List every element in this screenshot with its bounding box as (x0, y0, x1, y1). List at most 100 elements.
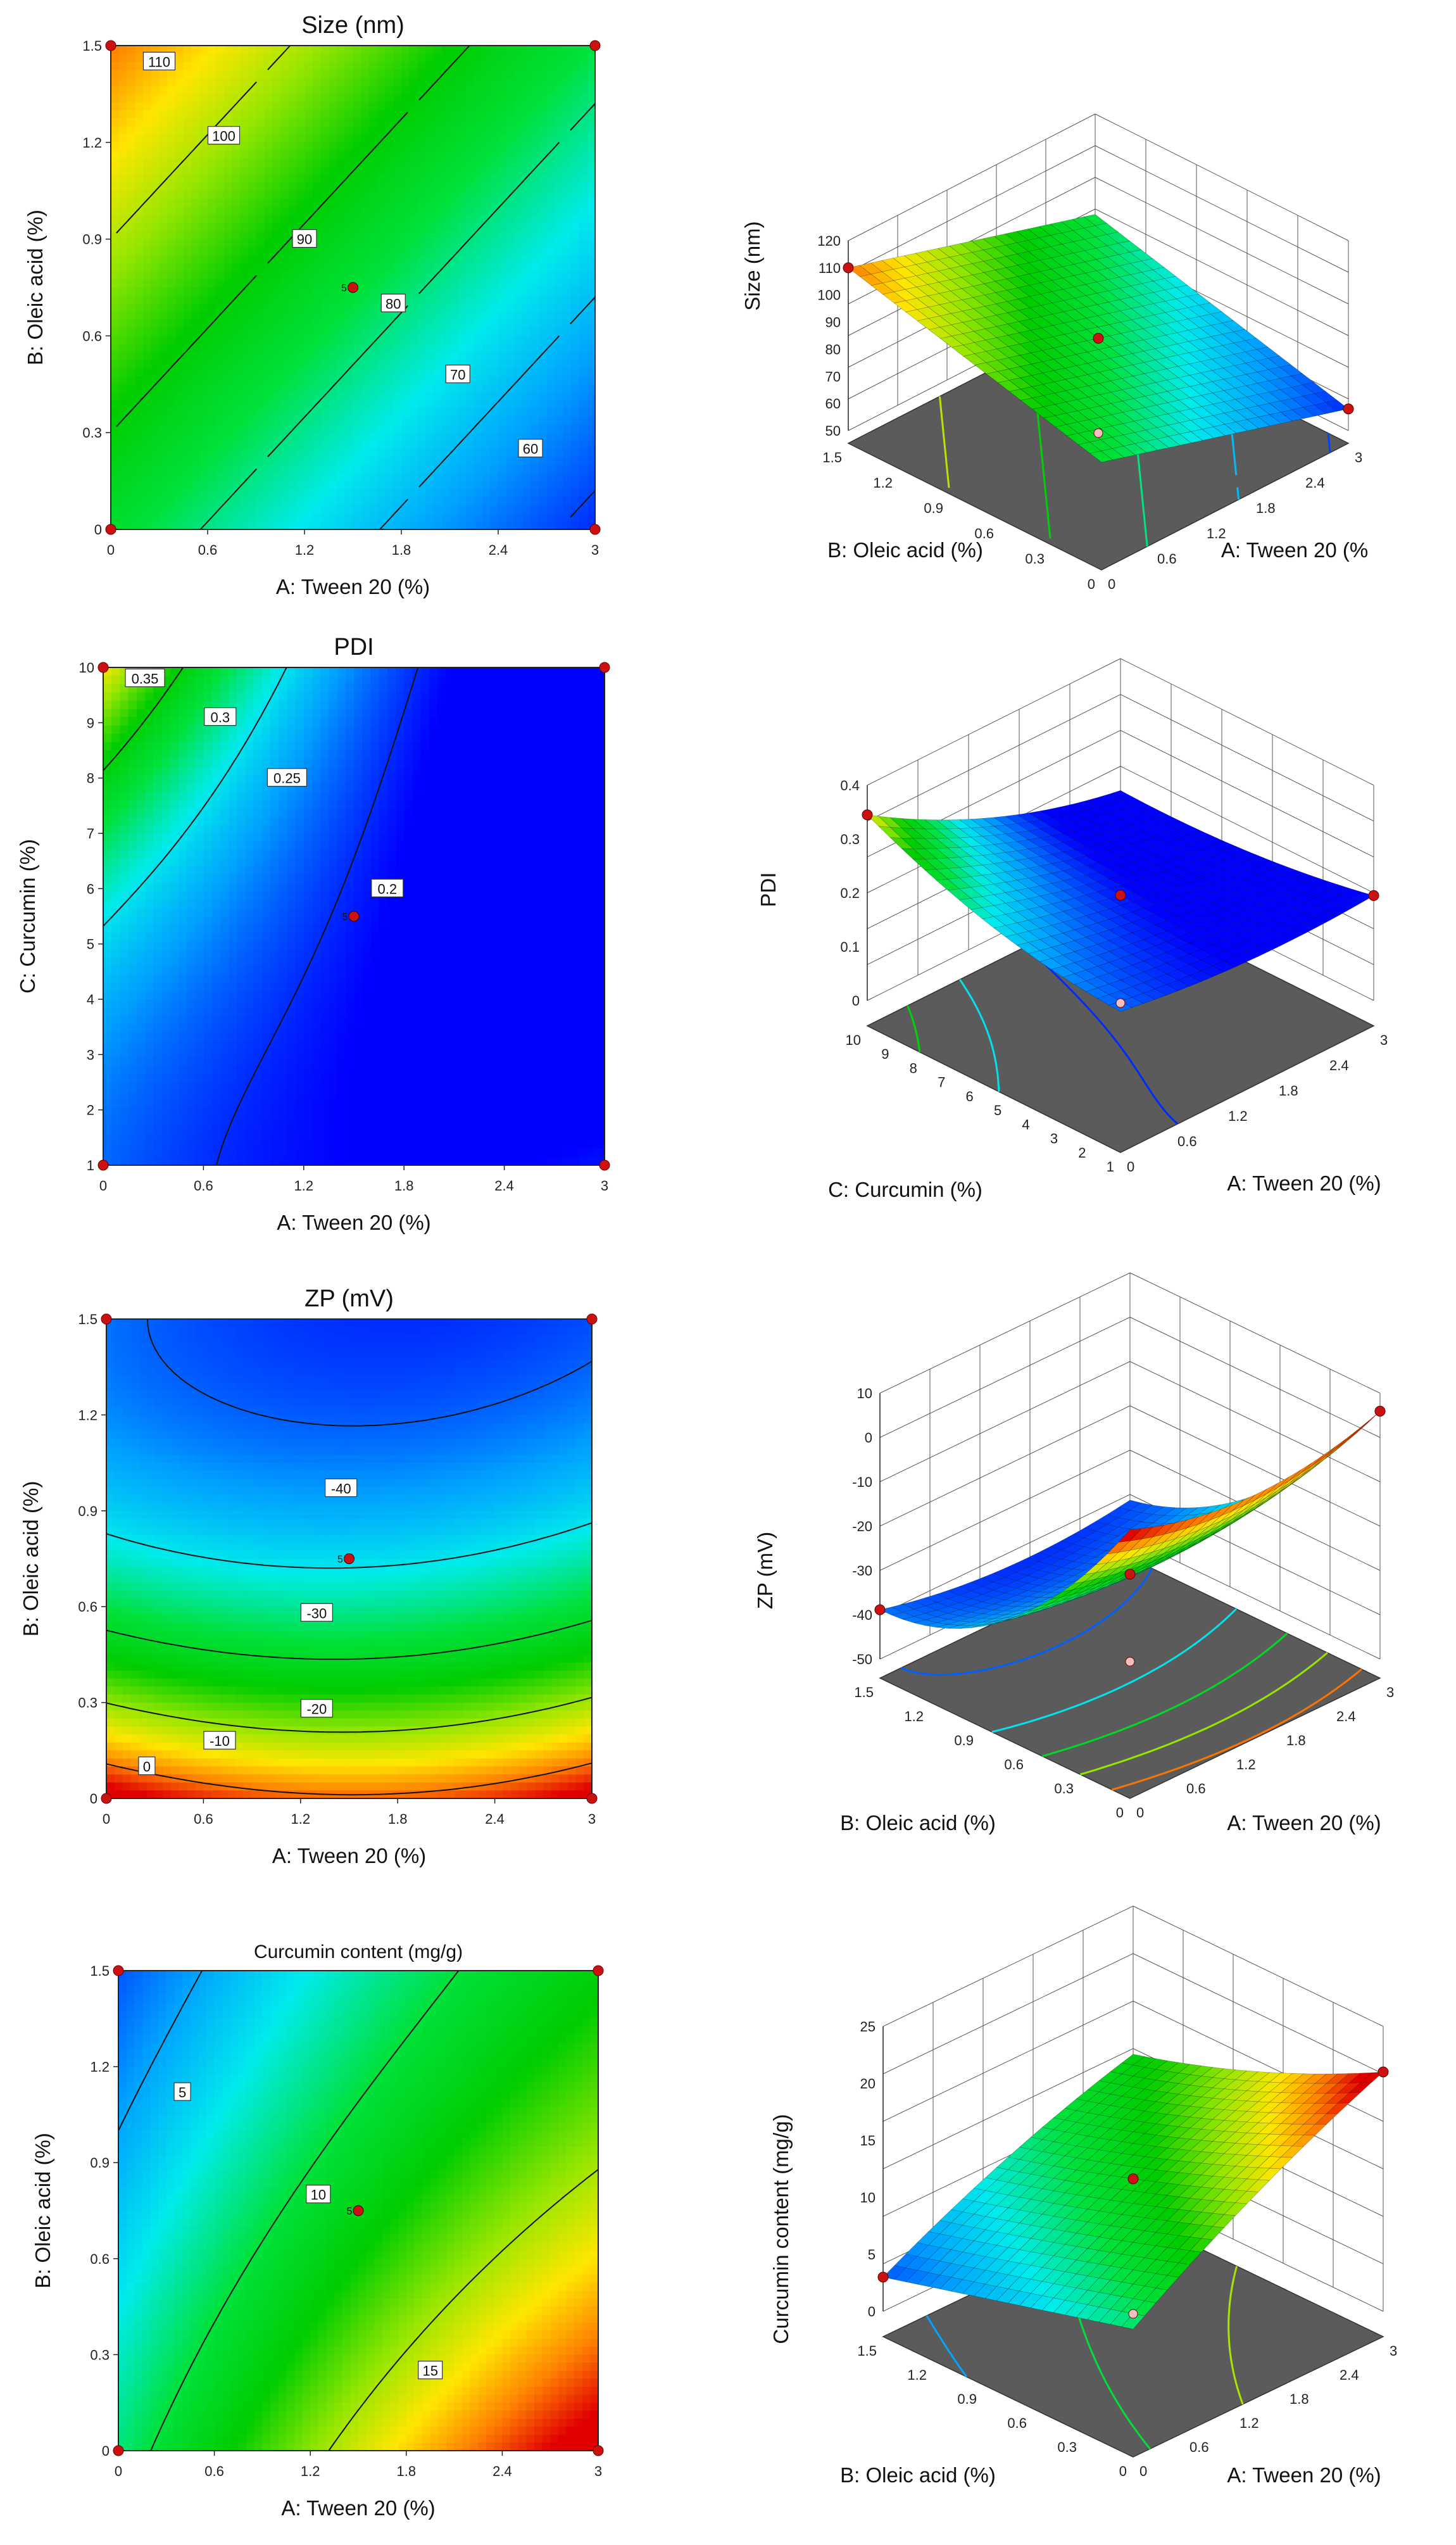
zp3d-z-axis-label: ZP (mV) (753, 1532, 777, 1609)
zp3d-surface-cell (936, 1590, 960, 1600)
size3d-surface-cell (1055, 413, 1079, 425)
pdi3d-design-point (1368, 890, 1379, 901)
size3d-surface-cell (1096, 268, 1120, 280)
zp2d-y-tick-label: 0.6 (78, 1599, 97, 1615)
size3d-wall-gridline (848, 113, 1096, 241)
pdi3d-surface-cell (901, 838, 926, 849)
size3d-surface-cell (1063, 298, 1087, 310)
zp3d-surface-cell (1198, 1515, 1221, 1531)
size2d-contour-line (116, 45, 470, 427)
cc3d-surface-cell (1189, 2225, 1214, 2239)
size3d-design-point (1093, 332, 1104, 344)
pdi3d-x-tick-label: 2.4 (1329, 1058, 1349, 1073)
cc2d-y-tick-label: 0.9 (90, 2155, 110, 2171)
zp2d-x-tick-label: 1.2 (291, 1811, 311, 1827)
cc3d-z-tick-label: 15 (860, 2133, 875, 2149)
zp3d-surface-cell (1345, 1420, 1369, 1441)
pdi2d-contour-label-box (204, 707, 237, 726)
pdi3d-surface-cell (1154, 900, 1179, 911)
size3d-surface-cell (972, 272, 996, 284)
pdi2d-contour-line (103, 667, 287, 927)
pdi3d-surface-cell (981, 826, 1007, 836)
pdi3d-panel: 0 0.1 0.2 0.3 0.4 0 0.6 1.2 1.8 2.4 3 1 2 3 4 5 6 7 8 9 10 PD… (756, 658, 1388, 1201)
pdi3d-surface-cell (1165, 980, 1190, 991)
size3d-surface-cell (972, 261, 996, 273)
pdi3d-surface-cell (1027, 950, 1052, 963)
size3d-surface-cell (1096, 256, 1120, 269)
size3d-surface-cell (893, 277, 917, 290)
pdi3d-surface-cell (1016, 868, 1041, 878)
pdi3d-x-tick-label: 3 (1380, 1032, 1388, 1048)
cc3d-z-tick-label: 25 (860, 2019, 875, 2035)
cc2d-contour-label-box (306, 2185, 331, 2204)
cc3d-surface-cell (1030, 2295, 1054, 2311)
cc3d-surface-cell (1098, 2309, 1122, 2325)
size3d-surface-cell (1165, 343, 1189, 356)
pdi3d-surface-cell (1315, 890, 1340, 902)
size3d-design-point (1093, 428, 1103, 438)
cc3d-surface-cell (1212, 2068, 1236, 2079)
pdi3d-x-tick-label: 0 (1127, 1159, 1134, 1175)
cc3d-surface-cell (1189, 2238, 1214, 2252)
cc3d-y-tick-label: 1.5 (857, 2343, 877, 2359)
zp3d-surface-cell (970, 1577, 995, 1587)
pdi3d-surface-cell (1108, 837, 1133, 848)
size2d-contour-label: 80 (386, 296, 401, 312)
cc3d-surface-cell (1007, 2290, 1031, 2306)
zp3d-z-tick-label: 10 (857, 1386, 872, 1401)
zp2d-contour-label: 0 (143, 1759, 151, 1775)
zp2d-contour-label: -40 (331, 1481, 351, 1496)
cc2d-x-axis-label: A: Tween 20 (%) (281, 2496, 435, 2520)
size3d-surface-cell (1020, 375, 1044, 387)
cc3d-surface-cell (1087, 2092, 1111, 2104)
cc3d-x-tick-label: 1.8 (1290, 2391, 1309, 2407)
size3d-surface-cell (1083, 214, 1107, 226)
size2d-center-point (348, 282, 358, 293)
pdi2d-contour-line (215, 667, 419, 1166)
pdi3d-surface-cell (1200, 955, 1225, 966)
zp3d-z-tick-label: -30 (852, 1563, 872, 1579)
pdi3d-surface-cell (1235, 909, 1259, 919)
cc3d-surface-cell (1246, 2101, 1271, 2112)
zp2d-design-point (101, 1793, 112, 1804)
size2d-x-tick-label: 1.8 (392, 542, 411, 558)
cc3d-surface-cell (951, 2238, 975, 2252)
pdi3d-z-tick-label: 0.3 (840, 831, 860, 847)
cc3d-surface-cell (996, 2289, 1020, 2304)
cc3d-surface-cell (1030, 2281, 1054, 2296)
size3d-surface-cell (1086, 304, 1110, 317)
size3d-x-tick-label: 3 (1355, 450, 1362, 465)
zp3d-wall-gridline (1129, 1449, 1381, 1571)
size2d-contour-label: 70 (450, 367, 465, 383)
pdi3d-surface-cell (1016, 858, 1041, 869)
size3d-surface-cell (1108, 288, 1132, 300)
pdi3d-floor-contour (907, 1005, 921, 1052)
size3d-z-tick-label: 50 (825, 423, 841, 439)
size3d-design-point (843, 262, 854, 274)
pdi3d-wall-gridline (1120, 658, 1374, 786)
cc2d-contour-label-box (418, 2361, 443, 2380)
cc3d-wall-gridline (882, 2000, 1134, 2122)
size3d-surface-cell (1073, 250, 1097, 262)
cc2d-center-point (353, 2205, 364, 2216)
cc3d-x-tick-label: 2.4 (1340, 2367, 1359, 2383)
size3d-surface-cell (1051, 300, 1076, 312)
pdi3d-surface-cell (1108, 819, 1133, 829)
pdi2d-y-tick-label: 5 (87, 937, 94, 952)
cc3d-surface-cell (1200, 2130, 1225, 2142)
zp3d-x-tick-label: 3 (1386, 1684, 1394, 1700)
size3d-surface-cell (1029, 305, 1053, 317)
cc2d-x-tick-label: 0.6 (204, 2463, 224, 2479)
zp3d-surface-cell (1118, 1510, 1142, 1520)
zp3d-surface-cell (1015, 1590, 1040, 1597)
pdi2d-x-axis-label: A: Tween 20 (%) (277, 1211, 430, 1234)
size2d-panel: 110 100 90 80 70 60 0 0.6 1.2 1.8 2.4 3 0 0.3 0.6 0.9 1.… (23, 12, 601, 598)
zp3d-surface-cell (1175, 1543, 1198, 1556)
pdi3d-x-axis-label: A: Tween 20 (%) (1227, 1171, 1381, 1195)
cc3d-surface-cell (1087, 2080, 1111, 2092)
pdi3d-surface-cell (936, 819, 960, 830)
pdi2d-x-tick-label: 0 (99, 1178, 107, 1194)
size3d-surface-cell (1153, 289, 1177, 302)
pdi3d-surface-cell (982, 905, 1006, 917)
